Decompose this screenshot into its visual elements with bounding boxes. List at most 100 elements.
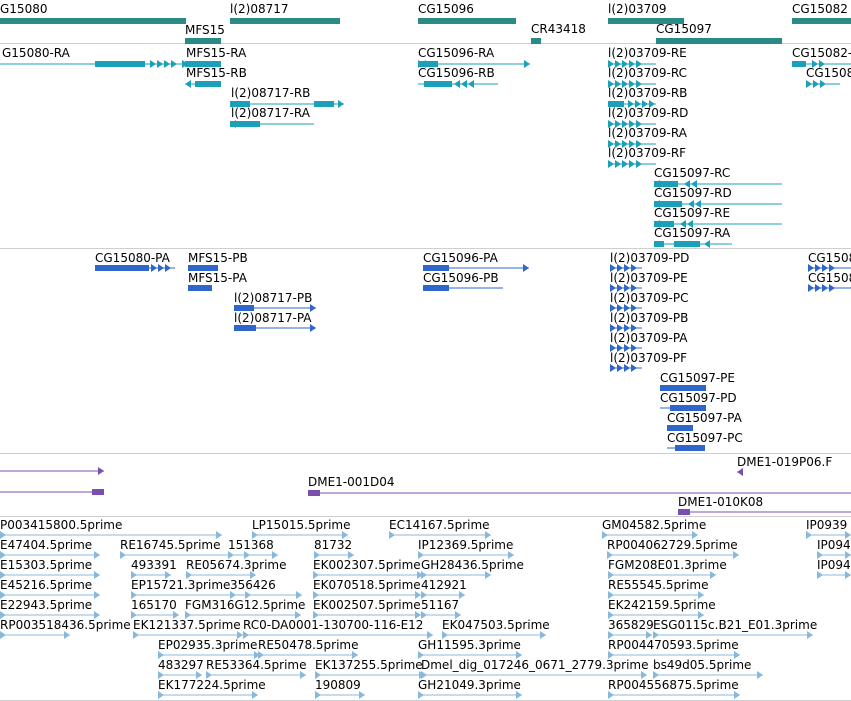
transcript-label[interactable]: CG15097-RE (654, 206, 731, 220)
protein-glyph[interactable] (606, 343, 646, 353)
est-glyph[interactable] (254, 650, 362, 660)
transcript-glyph[interactable] (650, 179, 786, 189)
est-label[interactable]: 483297 (158, 658, 204, 672)
est-glyph[interactable] (813, 550, 851, 560)
protein-label[interactable]: CG15097-PE (660, 371, 735, 385)
est-label[interactable]: GH28436.5prime (421, 558, 524, 572)
est-glyph[interactable] (0, 570, 104, 580)
est-label[interactable]: EK137255.5prime (315, 658, 423, 672)
est-label[interactable]: E47404.5prime (0, 538, 93, 552)
est-glyph[interactable] (182, 570, 260, 580)
est-label[interactable]: RE05674.3prime (186, 558, 287, 572)
est-glyph[interactable] (417, 570, 495, 580)
protein-label[interactable]: l(2)03709-PE (610, 271, 688, 285)
est-label[interactable]: Dmel_dig_017246_0671_2779.3prime (421, 658, 649, 672)
est-glyph[interactable] (311, 690, 369, 700)
transcript-glyph[interactable] (604, 159, 660, 169)
transcript-glyph[interactable] (604, 79, 660, 89)
est-glyph[interactable] (603, 550, 743, 560)
protein-label[interactable]: CG15096-PA (423, 251, 498, 265)
est-glyph[interactable] (604, 570, 720, 580)
protein-glyph[interactable] (804, 263, 851, 273)
gene-label[interactable]: MFS15 (185, 23, 225, 37)
est-label[interactable]: bs49d05.5prime (653, 658, 752, 672)
protein-glyph[interactable] (419, 283, 507, 293)
est-label[interactable]: P003415800.5prime (0, 518, 123, 532)
est-glyph[interactable] (604, 590, 708, 600)
gene-glyph[interactable] (792, 18, 851, 24)
protein-glyph[interactable] (230, 303, 320, 313)
est-label[interactable]: EK047503.5prime (442, 618, 550, 632)
transcript-glyph[interactable] (650, 199, 786, 209)
est-label[interactable]: 81732 (314, 538, 353, 552)
gene-glyph[interactable] (418, 18, 516, 24)
transcript-label[interactable]: CG1508 (806, 66, 851, 80)
protein-label[interactable]: l(2)03709-PF (610, 351, 687, 365)
gene-label[interactable]: l(2)03709 (608, 2, 667, 16)
clone-glyph[interactable] (0, 487, 108, 497)
transcript-glyph[interactable] (226, 119, 318, 129)
gene-label[interactable]: G15080 (0, 2, 48, 16)
est-glyph[interactable] (414, 690, 526, 700)
protein-label[interactable]: CG15080-PA (95, 251, 170, 265)
est-glyph[interactable] (154, 670, 206, 680)
est-label[interactable]: E15303.5prime (0, 558, 93, 572)
transcript-label[interactable]: CG15082- (792, 46, 851, 60)
est-label[interactable]: FGM316G12.5prime (185, 598, 306, 612)
transcript-label[interactable]: CG15097-RA (654, 226, 731, 240)
est-glyph[interactable] (414, 550, 518, 560)
est-label[interactable]: EK242159.5prime (608, 598, 716, 612)
est-label[interactable]: IP094 (817, 538, 851, 552)
est-glyph[interactable] (154, 650, 264, 660)
transcript-glyph[interactable] (181, 79, 225, 89)
gene-glyph[interactable] (0, 18, 186, 24)
transcript-label[interactable]: l(2)03709-RC (608, 66, 687, 80)
clone-glyph[interactable] (0, 466, 108, 476)
est-label[interactable]: E45216.5prime (0, 578, 93, 592)
protein-glyph[interactable] (91, 263, 179, 273)
est-label[interactable]: 51167 (421, 598, 460, 612)
est-label[interactable]: RP003518436.5prime (0, 618, 131, 632)
protein-glyph[interactable] (184, 283, 216, 293)
est-glyph[interactable] (0, 610, 104, 620)
est-glyph[interactable] (127, 570, 175, 580)
protein-label[interactable]: CG15097-PC (667, 431, 743, 445)
est-glyph[interactable] (226, 590, 306, 600)
est-label[interactable]: IP094 (817, 558, 851, 572)
est-glyph[interactable] (0, 630, 74, 640)
est-glyph[interactable] (0, 590, 104, 600)
transcript-label[interactable]: MFS15-RB (186, 66, 247, 80)
clone-label[interactable]: DME1-010K08 (678, 495, 764, 509)
est-label[interactable]: 412921 (421, 578, 467, 592)
gene-label[interactable]: CG15096 (418, 2, 474, 16)
est-glyph[interactable] (604, 650, 744, 660)
est-glyph[interactable] (0, 550, 104, 560)
protein-glyph[interactable] (230, 323, 320, 333)
gene-label[interactable]: l(2)08717 (230, 2, 289, 16)
transcript-glyph[interactable] (650, 219, 786, 229)
protein-label[interactable]: l(2)08717-PB (234, 291, 313, 305)
est-label[interactable]: 365829 (608, 618, 654, 632)
est-glyph[interactable] (154, 690, 262, 700)
gene-glyph[interactable] (656, 38, 782, 44)
transcript-glyph[interactable] (604, 99, 660, 109)
est-label[interactable]: RC0-DA0001-130700-116-E12 (243, 618, 424, 632)
est-label[interactable]: 151368 (228, 538, 274, 552)
est-glyph[interactable] (802, 530, 851, 540)
protein-glyph[interactable] (184, 263, 222, 273)
est-glyph[interactable] (813, 570, 851, 580)
est-label[interactable]: EK002507.5prime (313, 598, 421, 612)
est-glyph[interactable] (309, 590, 425, 600)
transcript-glyph[interactable] (414, 59, 534, 69)
est-glyph[interactable] (224, 550, 282, 560)
transcript-label[interactable]: CG15096-RA (418, 46, 495, 60)
gene-glyph[interactable] (531, 38, 541, 44)
transcript-label[interactable]: l(2)08717-RA (231, 106, 310, 120)
protein-label[interactable]: l(2)08717-PA (234, 311, 312, 325)
transcript-glyph[interactable] (604, 139, 660, 149)
est-glyph[interactable] (649, 670, 767, 680)
est-label[interactable]: RP004062729.5prime (607, 538, 738, 552)
est-glyph[interactable] (417, 670, 651, 680)
protein-label[interactable]: l(2)03709-PD (610, 251, 690, 265)
est-glyph[interactable] (129, 630, 247, 640)
